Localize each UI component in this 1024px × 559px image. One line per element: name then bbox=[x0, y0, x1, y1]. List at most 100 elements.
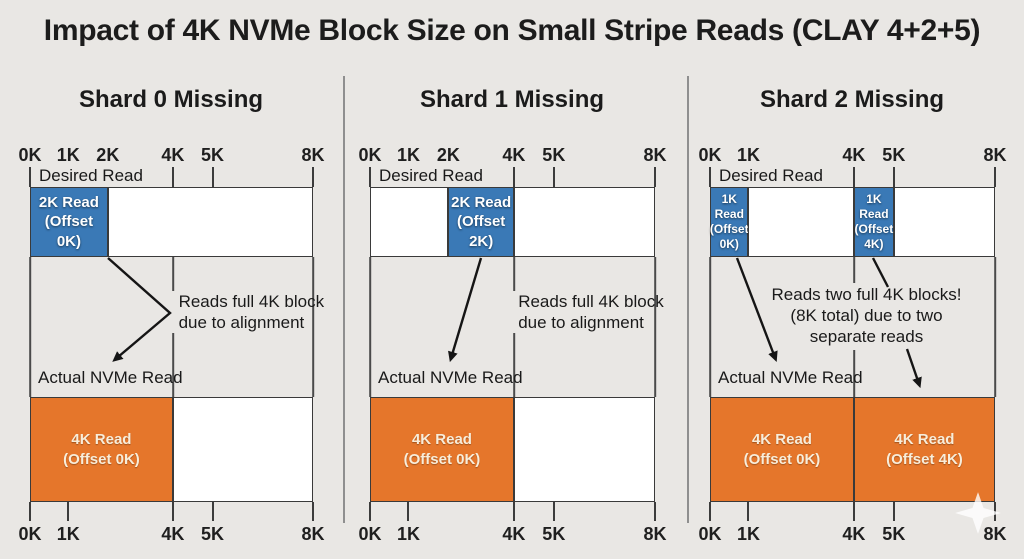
bottom-axis-label: 5K bbox=[542, 524, 566, 544]
panel-divider bbox=[343, 76, 345, 523]
bottom-axis-label: 5K bbox=[882, 524, 906, 544]
panel-divider bbox=[687, 76, 689, 523]
bottom-tick bbox=[747, 502, 750, 521]
bottom-axis-label: 4K bbox=[842, 524, 866, 544]
bottom-tick bbox=[512, 502, 515, 521]
empty-segment bbox=[893, 187, 995, 257]
desired-read-bar: 2K Read (Offset 0K) bbox=[30, 187, 313, 257]
actual-read-label: Actual NVMe Read bbox=[718, 368, 863, 387]
gridline-0k bbox=[29, 257, 31, 397]
actual-read-label: Actual NVMe Read bbox=[38, 368, 183, 387]
top-axis-label: 5K bbox=[201, 145, 225, 165]
gridline-4k bbox=[513, 333, 515, 397]
top-tick bbox=[892, 167, 895, 187]
top-axis-label: 8K bbox=[301, 145, 325, 165]
bottom-tick bbox=[852, 502, 855, 521]
actual-read-segment-label: 4K Read (Offset 0K) bbox=[743, 431, 821, 468]
bottom-axis-label: 8K bbox=[301, 524, 325, 544]
actual-read-segment-label: 4K Read (Offset 0K) bbox=[63, 431, 140, 468]
top-axis-label: 0K bbox=[698, 145, 722, 165]
desired-read-segment-label: 2K Read (Offset 2K) bbox=[451, 193, 512, 250]
actual-read-bar: 4K Read (Offset 0K) 4K Read (Offset 4K) bbox=[710, 397, 995, 502]
top-tick bbox=[29, 167, 31, 187]
top-axis-label: 1K bbox=[736, 145, 760, 165]
desired-read-segment-label: 1K Read (Offset 0K) bbox=[709, 192, 749, 251]
gridline-0k bbox=[709, 257, 711, 397]
desired-read-segment: 1K Read (Offset 0K) bbox=[709, 187, 749, 257]
gridline-4k bbox=[172, 257, 174, 291]
annotation-text: Reads two full 4K blocks! (8K total) due… bbox=[771, 285, 962, 347]
panel-shard-1: 0K 1K 2K 4K 5K 8K Desired Read 2K Read (… bbox=[358, 145, 666, 549]
gridline-4k bbox=[853, 257, 855, 283]
gridline-8k bbox=[654, 257, 656, 397]
bottom-axis-label: 4K bbox=[161, 524, 185, 544]
bottom-tick bbox=[552, 502, 555, 521]
actual-read-segment: 4K Read (Offset 0K) bbox=[710, 397, 854, 502]
top-tick bbox=[211, 167, 214, 187]
empty-segment bbox=[172, 397, 313, 502]
bottom-axis-label: 1K bbox=[736, 524, 760, 544]
bottom-axis-label: 1K bbox=[396, 524, 420, 544]
bottom-tick bbox=[211, 502, 214, 521]
bottom-axis-label: 0K bbox=[18, 524, 42, 544]
empty-segment bbox=[513, 397, 655, 502]
top-tick bbox=[369, 167, 371, 187]
gridline-8k bbox=[312, 257, 314, 397]
top-axis-label: 0K bbox=[18, 145, 42, 165]
top-tick bbox=[512, 167, 515, 187]
actual-read-segment: 4K Read (Offset 4K) bbox=[853, 397, 995, 502]
desired-read-segment: 2K Read (Offset 2K) bbox=[448, 187, 514, 257]
desired-read-label: Desired Read bbox=[379, 166, 483, 185]
top-axis-label: 2K bbox=[96, 145, 120, 165]
bottom-tick bbox=[709, 502, 711, 521]
top-tick bbox=[654, 167, 656, 187]
bottom-axis-label: 8K bbox=[643, 524, 667, 544]
gridline-4k bbox=[513, 257, 515, 291]
desired-read-bar: 2K Read (Offset 2K) bbox=[370, 187, 655, 257]
top-axis-label: 5K bbox=[542, 145, 566, 165]
actual-read-segment-label: 4K Read (Offset 4K) bbox=[886, 431, 963, 468]
top-axis-label: 1K bbox=[56, 145, 80, 165]
top-axis-label: 4K bbox=[502, 145, 526, 165]
panel-shard-2: 0K 1K 4K 5K 8K Desired Read 1K Read (Off… bbox=[698, 145, 1006, 549]
top-tick bbox=[171, 167, 174, 187]
desired-read-segment-label: 2K Read (Offset 0K) bbox=[38, 193, 99, 250]
bottom-axis-label: 1K bbox=[56, 524, 80, 544]
bottom-tick bbox=[171, 502, 174, 521]
bottom-tick bbox=[407, 502, 410, 521]
panel-shard-0: 0K 1K 2K 4K 5K 8K Desired Read 2K Read (… bbox=[18, 145, 324, 549]
panel-header-shard-1: Shard 1 Missing bbox=[419, 86, 605, 113]
bottom-axis-label: 5K bbox=[201, 524, 225, 544]
top-tick bbox=[852, 167, 855, 187]
bottom-axis-label: 0K bbox=[698, 524, 722, 544]
desired-read-label: Desired Read bbox=[39, 166, 143, 185]
gridline-8k bbox=[994, 257, 996, 397]
desired-read-segment-label: 1K Read (Offset 4K) bbox=[854, 192, 894, 251]
top-tick bbox=[994, 167, 996, 187]
gridline-4k bbox=[853, 350, 855, 397]
actual-read-bar: 4K Read (Offset 0K) bbox=[370, 397, 655, 502]
top-tick bbox=[552, 167, 555, 187]
top-axis-label: 4K bbox=[842, 145, 866, 165]
bottom-axis-label: 4K bbox=[502, 524, 526, 544]
top-tick bbox=[709, 167, 711, 187]
bottom-axis-label: 0K bbox=[358, 524, 382, 544]
bottom-tick bbox=[892, 502, 895, 521]
empty-segment bbox=[107, 187, 313, 257]
actual-read-segment-label: 4K Read (Offset 0K) bbox=[403, 431, 481, 468]
desired-read-segment: 2K Read (Offset 0K) bbox=[30, 187, 108, 257]
desired-read-bar: 1K Read (Offset 0K) 1K Read (Offset 4K) bbox=[710, 187, 995, 257]
bottom-tick bbox=[369, 502, 371, 521]
bottom-tick bbox=[312, 502, 314, 521]
top-axis-label: 5K bbox=[882, 145, 906, 165]
gridline-4k bbox=[172, 333, 174, 397]
actual-read-segment: 4K Read (Offset 0K) bbox=[370, 397, 514, 502]
annotation-text: Reads full 4K block due to alignment bbox=[518, 292, 664, 333]
bottom-tick bbox=[654, 502, 656, 521]
empty-segment bbox=[370, 187, 449, 257]
bottom-tick bbox=[67, 502, 70, 521]
top-axis-label: 2K bbox=[436, 145, 460, 165]
desired-read-label: Desired Read bbox=[719, 166, 823, 185]
top-axis-label: 1K bbox=[396, 145, 420, 165]
